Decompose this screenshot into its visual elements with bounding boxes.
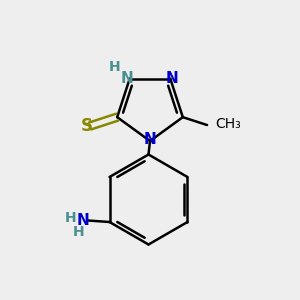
Text: H: H [73, 225, 85, 239]
Text: CH₃: CH₃ [215, 117, 241, 131]
Text: N: N [166, 71, 178, 86]
Text: N: N [76, 213, 89, 228]
Text: S: S [81, 117, 93, 135]
Text: N: N [121, 71, 134, 86]
Text: H: H [108, 60, 120, 74]
Text: N: N [144, 132, 156, 147]
Text: H: H [65, 211, 76, 225]
